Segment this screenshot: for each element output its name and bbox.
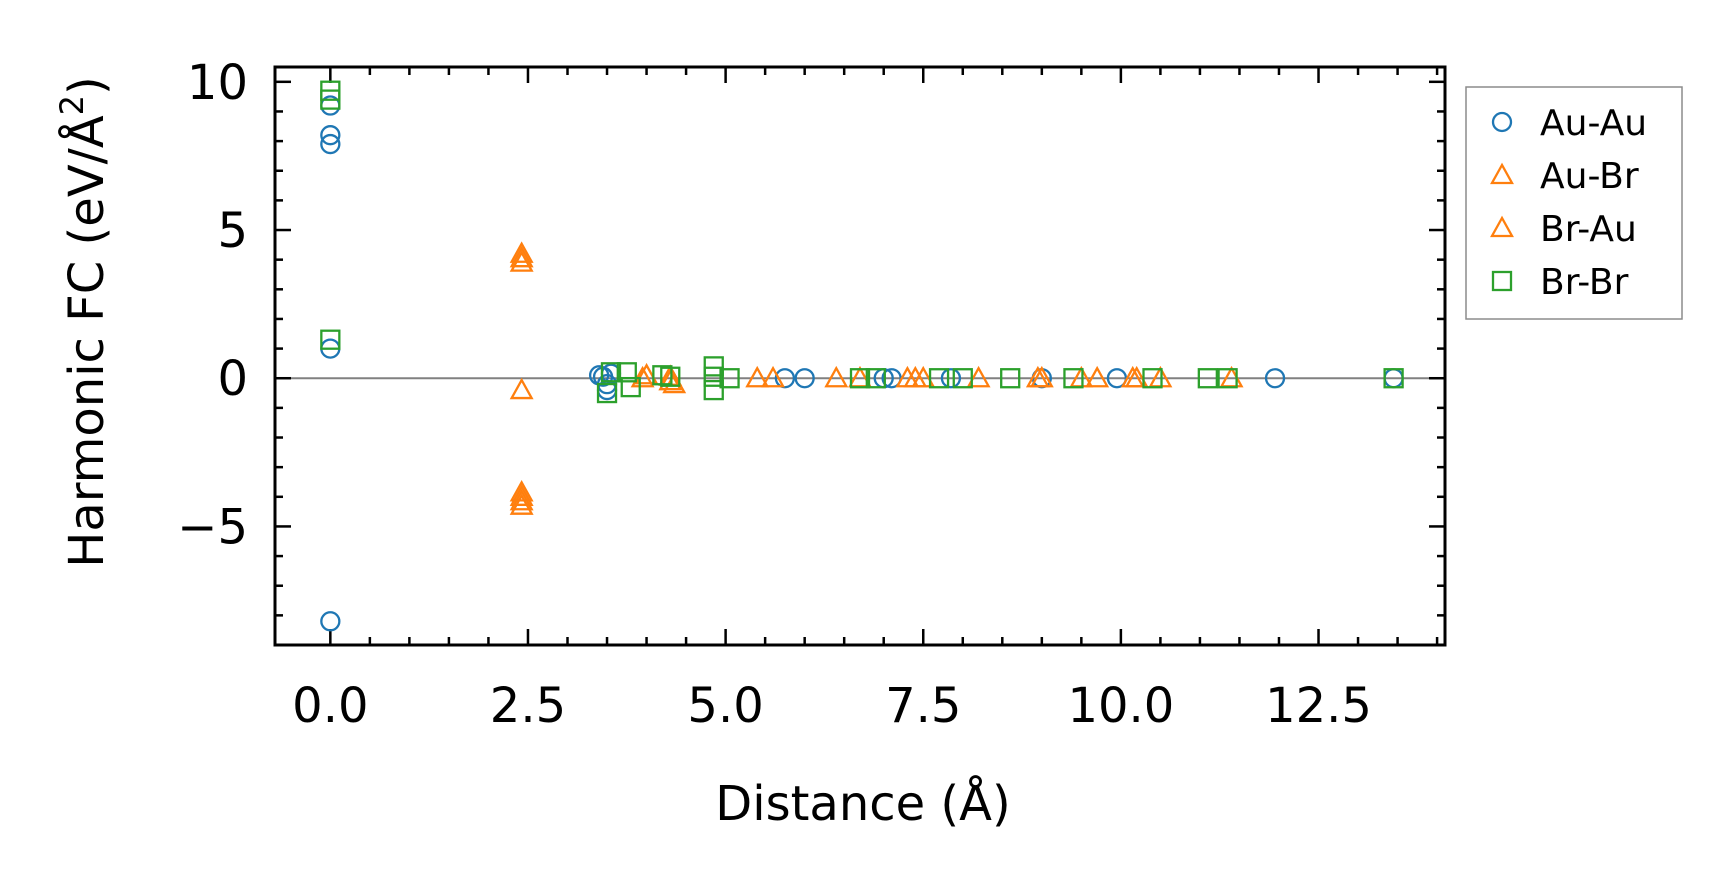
- axis-ticks: [275, 67, 1445, 645]
- data-point: [719, 368, 740, 389]
- data-point: [616, 362, 637, 383]
- y-tick-label: 10: [187, 55, 248, 111]
- data-point: [509, 241, 534, 263]
- data-point: [596, 382, 618, 404]
- data-point: [1085, 365, 1110, 388]
- data-point: [940, 368, 962, 389]
- data-point: [1025, 365, 1050, 388]
- data-point: [509, 377, 534, 400]
- legend-box: [1465, 86, 1683, 320]
- data-point: [895, 365, 920, 388]
- data-point: [911, 365, 936, 388]
- data-point: [1383, 368, 1404, 389]
- x-tick-label: 0.0: [292, 678, 368, 734]
- data-point: [620, 376, 641, 398]
- legend-marker: [1490, 215, 1514, 238]
- data-point: [320, 125, 341, 146]
- plot-frame: [273, 65, 1447, 647]
- series-br-br: [320, 80, 1404, 404]
- y-tick-label: 5: [217, 203, 248, 259]
- data-point: [320, 611, 341, 632]
- y-axis-label-superscript: 2: [53, 95, 91, 115]
- data-point: [509, 250, 534, 272]
- data-point: [509, 479, 534, 502]
- data-point: [794, 368, 815, 389]
- x-tick-label: 12.5: [1265, 678, 1372, 734]
- data-point: [658, 368, 683, 391]
- data-point: [703, 356, 724, 377]
- y-axis-label-main: Harmonic FC (eV/Å: [58, 115, 115, 568]
- series-au-au: [320, 95, 1404, 632]
- data-point: [634, 362, 659, 385]
- data-point: [509, 484, 534, 506]
- legend-label: Au-Br: [1540, 156, 1639, 197]
- data-point: [865, 368, 886, 389]
- legend-marker: [1491, 111, 1513, 133]
- data-point: [509, 245, 534, 268]
- data-point: [320, 329, 341, 350]
- data-point: [849, 368, 871, 389]
- data-point: [952, 368, 973, 389]
- data-point: [1000, 368, 1021, 389]
- legend: Au-Au Au-Br Br-Au Br-Br: [1465, 86, 1683, 320]
- legend-label: Br-Br: [1540, 262, 1629, 303]
- x-tick-label: 10.0: [1067, 678, 1174, 734]
- data-point: [1142, 368, 1163, 389]
- data-point: [1197, 368, 1218, 389]
- data-point: [761, 365, 785, 388]
- data-point: [1217, 368, 1238, 389]
- x-axis-label: Distance (Å): [715, 775, 1010, 832]
- data-point: [660, 366, 681, 387]
- x-tick-label: 5.0: [687, 678, 763, 734]
- y-tick-label: −5: [177, 499, 248, 555]
- x-tick-labels: 0.0 2.5 5.0 7.5 10.0 12.5: [292, 678, 1372, 734]
- data-point: [320, 89, 341, 110]
- data-point: [1264, 368, 1286, 389]
- legend-label: Au-Au: [1540, 103, 1647, 144]
- legend-label: Br-Au: [1540, 209, 1637, 250]
- x-tick-label: 7.5: [885, 678, 961, 734]
- data-point: [703, 379, 724, 401]
- x-tick-label: 2.5: [490, 678, 566, 734]
- y-axis-label: Harmonic FC (eV/Å2): [53, 76, 115, 568]
- data-point: [1120, 365, 1145, 388]
- data-point: [600, 362, 622, 383]
- y-tick-label: 0: [217, 351, 248, 407]
- data-point: [1063, 368, 1084, 389]
- data-points: [320, 80, 1404, 632]
- legend-marker: [1490, 162, 1514, 185]
- data-point: [966, 365, 991, 388]
- data-point: [703, 366, 724, 387]
- data-point: [824, 365, 849, 388]
- legend-marker: [1491, 270, 1513, 292]
- y-axis-label-close: ): [59, 76, 115, 95]
- y-tick-labels: −5 0 5 10: [177, 55, 248, 556]
- data-point: [509, 493, 534, 515]
- data-point: [928, 368, 950, 389]
- data-point: [320, 133, 341, 155]
- series-br-au: [509, 245, 1145, 511]
- data-point: [509, 488, 534, 511]
- data-point: [745, 365, 770, 388]
